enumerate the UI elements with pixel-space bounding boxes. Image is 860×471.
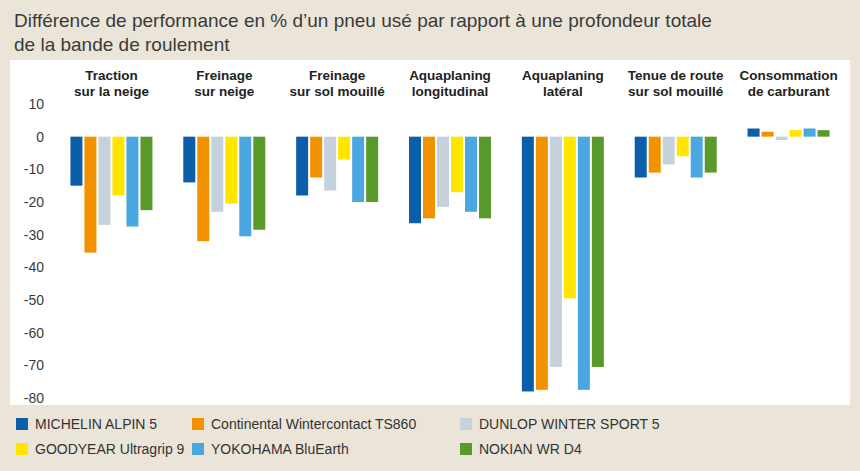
bar [409,137,421,224]
legend-label: DUNLOP WINTER SPORT 5 [479,416,660,432]
bar [762,132,774,137]
bar [748,129,760,137]
category-label: Aquaplaninglongitudinal [409,68,491,99]
legend-swatch [460,418,472,430]
y-tick-label: -80 [24,390,44,406]
bar [197,137,209,242]
bar [70,137,82,186]
bar [423,137,435,219]
legend-swatch [16,443,28,455]
bar [183,137,195,183]
title: Différence de performance en % d’un pneu… [14,10,712,55]
y-tick-label: 10 [28,96,44,112]
y-tick-label: -20 [24,194,44,210]
bars [70,129,829,392]
y-tick-label: -30 [24,227,44,243]
bar [536,137,548,390]
bar [338,137,350,160]
bar [677,137,689,157]
legend-swatch [16,418,28,430]
bar [211,137,223,212]
category-label: Consommationde carburant [739,68,837,99]
bar [366,137,378,202]
category-label: Tractionsur la neige [74,68,150,99]
bar [776,137,788,140]
category-label: Tenue de routesur sol mouillé [628,68,724,99]
legend-label: YOKOHAMA BluEarth [211,441,349,457]
bar [437,137,449,207]
bar [592,137,604,367]
category-label: Freinagesur sol mouillé [290,68,386,99]
y-tick-label: -50 [24,292,44,308]
legend-swatch [192,443,204,455]
bar [98,137,110,225]
bar [451,137,463,193]
category-label: Aquaplaninglatéral [522,68,604,99]
y-tick-label: -70 [24,357,44,373]
bar [310,137,322,178]
y-tick-label: 0 [36,129,44,145]
bar [225,137,237,204]
bar [253,137,265,230]
legend-label: MICHELIN ALPIN 5 [35,416,157,432]
bar [352,137,364,202]
bar [790,130,802,137]
bar [296,137,308,196]
legend-swatch [192,418,204,430]
chart: Différence de performance en % d’un pneu… [0,0,860,471]
bar [649,137,661,173]
bar [84,137,96,253]
bar [522,137,534,392]
category-label: Freinagesur neige [194,68,255,99]
bar [635,137,647,178]
bar [578,137,590,390]
bar [239,137,251,237]
bar [479,137,491,219]
background [0,0,860,471]
y-tick-label: -10 [24,161,44,177]
legend-swatch [460,443,472,455]
bar [691,137,703,178]
bar [324,137,336,191]
bar [705,137,717,173]
plot-panel [10,60,850,405]
bar [126,137,138,227]
bar [818,130,830,137]
bar [804,129,816,137]
y-tick-label: -40 [24,259,44,275]
bar [465,137,477,212]
bar [564,137,576,299]
bar [550,137,562,367]
legend-label: Continental Wintercontact TS860 [211,416,416,432]
y-tick-label: -60 [24,325,44,341]
legend-label: GOODYEAR Ultragrip 9 [35,441,185,457]
bar [663,137,675,165]
legend-label: NOKIAN WR D4 [479,441,582,457]
bar [140,137,152,211]
bar [112,137,124,196]
